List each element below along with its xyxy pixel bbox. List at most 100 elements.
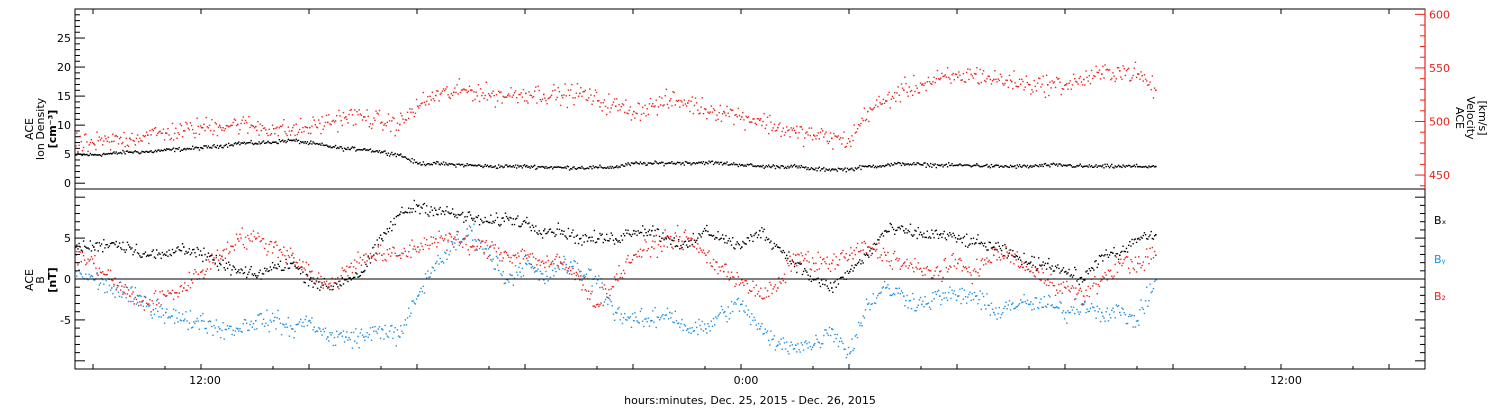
- bz-point: [91, 258, 94, 260]
- bx-point: [537, 233, 539, 235]
- bz-point: [863, 240, 866, 243]
- bx-point: [1008, 252, 1011, 254]
- density-point: [784, 166, 787, 168]
- by-point: [169, 316, 171, 319]
- density-point: [519, 165, 521, 167]
- density-point: [917, 162, 920, 164]
- bz-point: [826, 256, 828, 258]
- by-point: [1058, 307, 1060, 309]
- bx-point: [808, 279, 810, 281]
- velocity-point: [484, 94, 486, 97]
- density-point: [644, 162, 646, 165]
- density-point: [657, 162, 660, 165]
- velocity-point: [486, 99, 489, 101]
- bz-point: [926, 266, 929, 268]
- by-point: [619, 319, 621, 321]
- bz-point: [1120, 258, 1122, 261]
- bz-point: [1126, 256, 1129, 258]
- bz-point: [922, 274, 924, 277]
- bx-point: [1004, 243, 1006, 246]
- velocity-point: [535, 86, 537, 88]
- bz-point: [760, 287, 762, 289]
- by-point: [246, 322, 248, 325]
- density-point: [75, 154, 77, 156]
- velocity-point: [727, 112, 729, 115]
- bz-point: [601, 286, 603, 289]
- bx-point: [653, 235, 655, 237]
- velocity-point: [978, 83, 980, 85]
- bx-point: [730, 244, 733, 246]
- by-point: [683, 323, 686, 326]
- bz-point: [629, 262, 632, 264]
- bx-point: [834, 280, 836, 282]
- bz-point: [745, 279, 747, 282]
- density-point: [942, 166, 944, 168]
- bz-point: [158, 302, 160, 304]
- bx-point: [714, 238, 716, 240]
- by-point: [154, 307, 157, 310]
- bx-point: [372, 247, 374, 249]
- bz-point: [187, 284, 189, 287]
- bz-point: [928, 270, 931, 272]
- density-point: [872, 164, 875, 166]
- density-point: [1120, 165, 1122, 168]
- bx-point: [1148, 235, 1150, 238]
- bz-point: [638, 255, 641, 258]
- bx-point: [140, 256, 142, 259]
- by-point: [1032, 303, 1034, 305]
- by-point: [575, 274, 578, 277]
- velocity-point: [680, 99, 682, 102]
- bx-point: [989, 241, 992, 244]
- by-point: [751, 313, 753, 315]
- x-axis-label: hours:minutes, Dec. 25, 2015 - Dec. 26, …: [624, 394, 876, 407]
- density-point: [1090, 165, 1093, 167]
- density-point: [836, 170, 839, 172]
- bx-point: [508, 219, 510, 221]
- by-point: [891, 294, 894, 296]
- velocity-point: [1074, 77, 1076, 80]
- bx-point: [856, 262, 859, 265]
- density-point: [901, 162, 904, 164]
- bx-point: [1121, 250, 1123, 253]
- density-point: [301, 141, 303, 144]
- by-point: [1013, 307, 1015, 310]
- density-point: [788, 167, 790, 169]
- density-point: [184, 147, 186, 150]
- bx-point: [256, 276, 258, 279]
- velocity-point: [256, 129, 258, 132]
- by-point: [374, 325, 376, 328]
- by-point: [1107, 320, 1110, 322]
- by-point: [687, 328, 689, 330]
- bx-point: [951, 236, 953, 238]
- density-point: [918, 163, 921, 165]
- by-point: [457, 238, 459, 240]
- bx-point: [232, 265, 234, 267]
- density-point: [700, 161, 702, 163]
- density-point: [334, 144, 337, 147]
- bz-point: [530, 263, 533, 266]
- by-point: [378, 326, 381, 328]
- by-point: [475, 240, 477, 242]
- velocity-point: [694, 97, 697, 99]
- by-point: [705, 328, 707, 330]
- density-point: [88, 154, 90, 157]
- bz-point: [717, 272, 719, 275]
- density-point: [223, 145, 225, 147]
- bx-point: [633, 229, 635, 232]
- by-point: [567, 270, 570, 272]
- velocity-point: [665, 88, 668, 91]
- density-point: [1137, 165, 1139, 168]
- bz-point: [626, 258, 628, 260]
- bx-point: [1039, 264, 1041, 266]
- bx-point: [541, 237, 544, 239]
- velocity-point: [625, 99, 627, 101]
- bx-point: [917, 226, 920, 229]
- velocity-point: [114, 135, 116, 137]
- velocity-point: [1125, 70, 1128, 72]
- bx-point: [972, 237, 975, 239]
- bz-point: [370, 255, 373, 257]
- bx-point: [458, 214, 461, 216]
- velocity-point: [846, 142, 849, 145]
- velocity-point: [693, 104, 696, 107]
- velocity-point: [211, 119, 213, 121]
